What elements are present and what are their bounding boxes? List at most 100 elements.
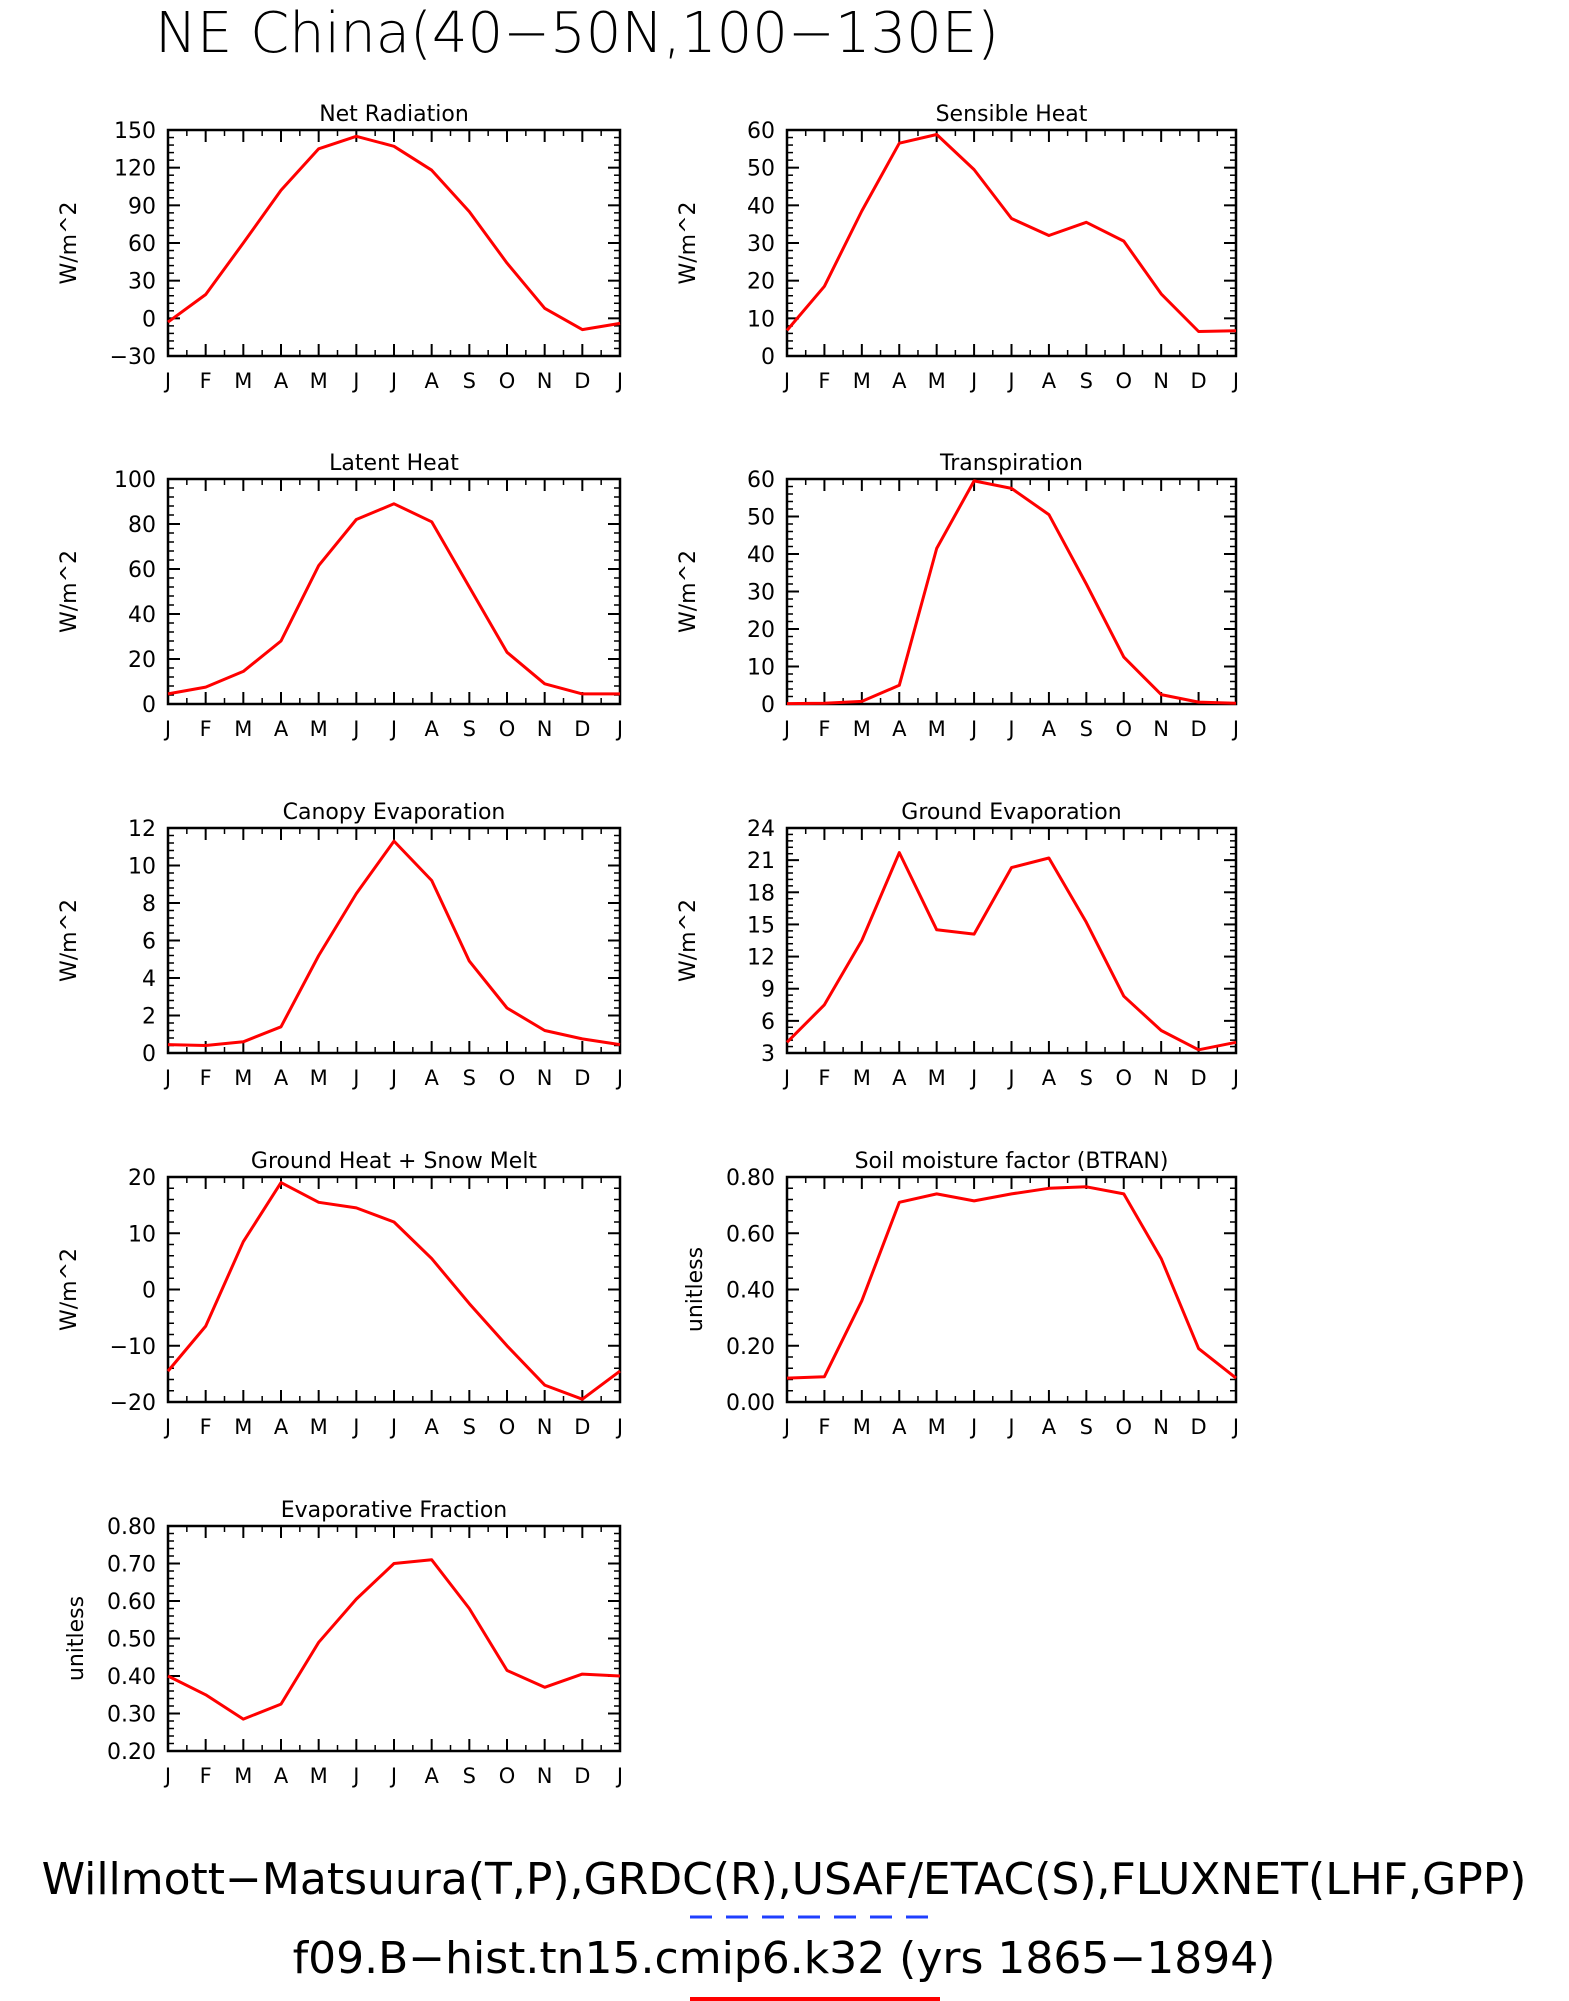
y-tick-label: 50 xyxy=(747,157,775,182)
y-tick-label: 21 xyxy=(747,849,775,874)
y-tick-label: 3 xyxy=(761,1042,775,1067)
x-tick-label: J xyxy=(1006,1066,1014,1090)
y-tick-label: 9 xyxy=(761,978,775,1003)
x-tick-label: S xyxy=(463,1764,476,1788)
x-tick-label: S xyxy=(463,1066,476,1090)
x-tick-label: A xyxy=(1042,1066,1057,1090)
x-tick-label: J xyxy=(163,717,171,741)
x-tick-label: J xyxy=(163,1066,171,1090)
y-tick-label: 20 xyxy=(747,270,775,295)
x-tick-label: O xyxy=(1115,717,1132,741)
x-tick-label: F xyxy=(200,1764,212,1788)
x-tick-label: S xyxy=(463,369,476,393)
x-tick-label: F xyxy=(818,1415,830,1439)
plot-frame xyxy=(785,826,1238,1055)
y-tick-label: 0 xyxy=(142,1279,156,1304)
x-tick-label: J xyxy=(163,369,171,393)
plot-frame xyxy=(166,1175,622,1404)
x-tick-label: N xyxy=(537,1764,553,1788)
x-tick-label: M xyxy=(310,717,328,741)
y-axis-label: W/m^2 xyxy=(57,550,82,633)
x-tick-label: J xyxy=(351,717,359,741)
plot-frame xyxy=(785,128,1238,358)
x-tick-label: F xyxy=(200,1066,212,1090)
series-line xyxy=(786,479,1237,706)
x-tick-label: J xyxy=(615,1415,623,1439)
series-line xyxy=(167,502,620,696)
x-tick-label: A xyxy=(424,1066,439,1090)
y-tick-label: 0.60 xyxy=(107,1590,156,1615)
y-axis-label: W/m^2 xyxy=(676,899,701,982)
x-tick-label: J xyxy=(163,1415,171,1439)
series-line xyxy=(167,1558,621,1721)
y-tick-label: 40 xyxy=(128,603,156,628)
x-tick-label: N xyxy=(1153,717,1169,741)
x-tick-label: D xyxy=(1190,717,1206,741)
y-tick-label: 24 xyxy=(747,817,775,842)
x-tick-label: D xyxy=(574,717,590,741)
y-tick-label: 0 xyxy=(142,693,156,718)
panel-title: Ground Heat + Snow Melt xyxy=(251,1149,538,1174)
x-tick-label: A xyxy=(892,717,907,741)
x-tick-label: M xyxy=(310,1764,328,1788)
x-tick-label: M xyxy=(310,369,328,393)
y-axis-label: W/m^2 xyxy=(676,550,701,633)
x-tick-label: A xyxy=(892,1066,907,1090)
y-tick-label: 60 xyxy=(128,232,156,257)
y-tick-label: 0.30 xyxy=(107,1703,156,1728)
plot-frame xyxy=(166,128,622,358)
x-tick-label: N xyxy=(537,717,553,741)
x-tick-label: S xyxy=(463,1415,476,1439)
y-axis-label: unitless xyxy=(683,1247,708,1332)
x-tick-label: J xyxy=(1006,717,1014,741)
x-tick-label: J xyxy=(1006,369,1014,393)
x-tick-label: M xyxy=(234,1066,252,1090)
x-tick-label: O xyxy=(499,1764,516,1788)
x-tick-label: J xyxy=(782,1415,790,1439)
x-tick-label: D xyxy=(574,369,590,393)
x-tick-label: S xyxy=(1080,1066,1093,1090)
panel-title: Net Radiation xyxy=(319,102,469,127)
x-tick-label: M xyxy=(853,1066,871,1090)
x-tick-label: S xyxy=(1080,717,1093,741)
x-tick-label: N xyxy=(537,369,553,393)
y-tick-label: 60 xyxy=(747,468,775,493)
series-line xyxy=(167,134,621,332)
y-tick-label: 0.20 xyxy=(726,1335,775,1360)
x-tick-label: M xyxy=(928,369,946,393)
plot-frame xyxy=(166,1524,622,1753)
y-tick-label: 40 xyxy=(747,543,775,568)
x-tick-label: D xyxy=(574,1415,590,1439)
y-tick-label: 6 xyxy=(761,1010,775,1035)
x-tick-label: A xyxy=(892,1415,907,1439)
plot-frame xyxy=(785,477,1238,706)
x-tick-label: M xyxy=(853,369,871,393)
x-tick-label: F xyxy=(818,1066,830,1090)
footer-model-case: f09.B−hist.tn15.cmip6.k32 (yrs 1865−1894… xyxy=(293,1933,1276,1984)
x-tick-label: J xyxy=(615,717,623,741)
y-tick-label: 10 xyxy=(128,1222,156,1247)
x-tick-label: N xyxy=(1153,1415,1169,1439)
x-tick-label: A xyxy=(1042,1415,1057,1439)
y-tick-label: 40 xyxy=(747,194,775,219)
y-tick-label: 18 xyxy=(747,881,775,906)
y-tick-label: −10 xyxy=(110,1335,156,1360)
y-tick-label: 0.40 xyxy=(107,1665,156,1690)
y-tick-label: 0.00 xyxy=(726,1391,775,1416)
y-tick-label: 30 xyxy=(747,581,775,606)
y-axis-label: unitless xyxy=(64,1596,89,1681)
y-tick-label: 0 xyxy=(142,307,156,332)
series-line xyxy=(166,1181,621,1401)
y-axis-label: W/m^2 xyxy=(57,1248,82,1331)
y-tick-label: 8 xyxy=(142,892,156,917)
plot-frame xyxy=(166,826,622,1055)
